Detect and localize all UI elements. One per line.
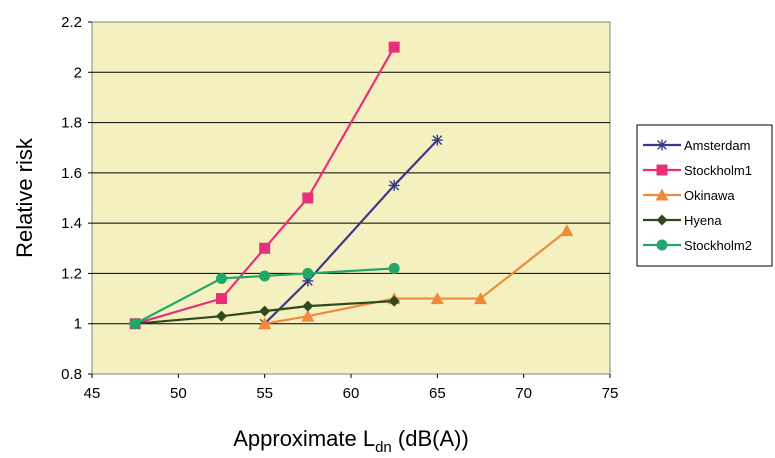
point-stockholm2: [259, 270, 271, 282]
x-tick-label: 50: [170, 385, 187, 402]
x-tick-label: 75: [602, 385, 619, 402]
point-amsterdam: [302, 275, 314, 287]
y-axis-title: Relative risk: [12, 137, 37, 258]
legend-marker-hyena: [656, 214, 668, 226]
point-okinawa: [258, 317, 272, 330]
x-tick-label: 60: [343, 385, 360, 402]
point-amsterdam: [431, 134, 443, 146]
legend-item-stockholm1: Stockholm1: [643, 163, 752, 178]
x-tick-label: 65: [429, 385, 446, 402]
legend-label-hyena: Hyena: [684, 213, 722, 228]
point-hyena: [216, 310, 227, 322]
plot-area: [91, 21, 611, 375]
y-tick-label: 2: [74, 64, 82, 81]
legend-item-amsterdam: Amsterdam: [643, 138, 750, 153]
x-axis-title: Approximate Ldn (dB(A)): [233, 426, 469, 456]
point-okinawa: [560, 224, 574, 237]
point-okinawa: [430, 292, 444, 305]
point-okinawa: [474, 292, 487, 305]
x-axis-title-sub: dn: [375, 439, 392, 456]
series-line-okinawa: [264, 229, 568, 325]
legend: Amsterdam Stockholm1 Okinawa Hyena Stockholm…: [636, 124, 773, 267]
point-stockholm1: [302, 192, 314, 204]
y-tick-label: 0.8: [61, 366, 82, 383]
point-amsterdam: [388, 179, 400, 191]
point-stockholm1: [259, 242, 271, 254]
x-tick-label: 45: [84, 385, 101, 402]
y-tick-label: 1: [74, 316, 82, 333]
point-hyena: [259, 305, 271, 317]
x-tick-label: 55: [256, 385, 273, 402]
point-stockholm1: [216, 293, 227, 305]
legend-label-stockholm2: Stockholm2: [684, 238, 752, 253]
legend-label-okinawa: Okinawa: [684, 188, 735, 203]
legend-label-amsterdam: Amsterdam: [684, 138, 750, 153]
legend-marker-amsterdam: [656, 139, 668, 151]
point-hyena: [302, 300, 314, 312]
y-tick-label: 1.8: [61, 115, 82, 132]
x-tick-label: 70: [515, 385, 532, 402]
y-tick-label: 1.4: [61, 215, 82, 232]
axes: 0.8 1 1.2 1.4 1.6 1.8 2 2.2 45 50 55 60 65 70 75: [61, 14, 618, 402]
legend-marker-okinawa: [655, 188, 669, 201]
legend-marker-stockholm1: [656, 164, 668, 176]
series-stockholm2: [129, 262, 400, 330]
y-tick-label: 1.2: [61, 265, 82, 282]
y-tick-label: 1.6: [61, 165, 82, 182]
point-stockholm2: [216, 272, 227, 284]
legend-item-okinawa: Okinawa: [643, 188, 735, 203]
point-hyena: [388, 295, 400, 307]
series-layer: [129, 41, 574, 330]
series-line-amsterdam: [263, 139, 439, 325]
point-okinawa: [301, 309, 315, 322]
x-axis-title-tail: (dB(A)): [392, 426, 469, 451]
legend-item-stockholm2: Stockholm2: [643, 238, 752, 253]
point-stockholm2: [302, 267, 314, 279]
point-stockholm1: [388, 41, 400, 53]
point-stockholm2: [388, 262, 400, 274]
legend-marker-stockholm2: [656, 239, 668, 251]
legend-item-hyena: Hyena: [643, 213, 722, 228]
y-tick-label: 2.2: [61, 14, 82, 31]
point-stockholm2: [129, 318, 141, 330]
x-axis-title-main: Approximate L: [233, 426, 375, 451]
legend-label-stockholm1: Stockholm1: [684, 163, 752, 178]
